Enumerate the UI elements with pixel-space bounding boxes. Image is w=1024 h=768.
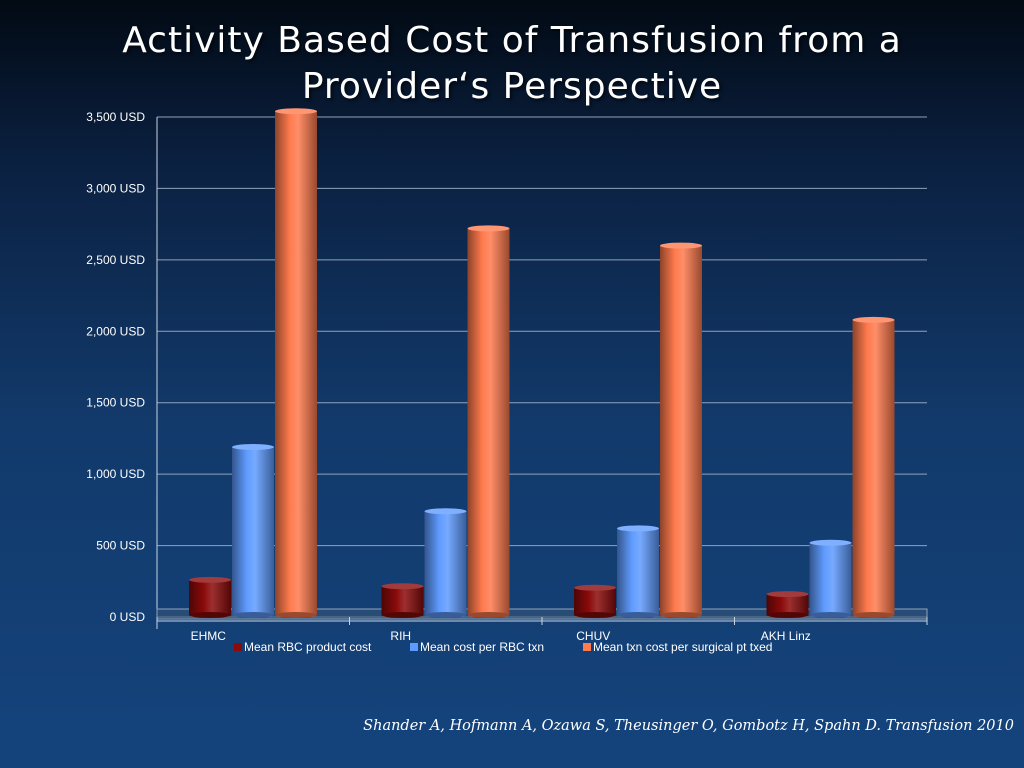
bar bbox=[381, 586, 424, 615]
bar bbox=[809, 542, 852, 615]
y-tick-label: 2,500 USD bbox=[86, 253, 145, 267]
bar-cap bbox=[766, 591, 809, 598]
x-tick-label: AKH Linz bbox=[761, 629, 811, 643]
bar bbox=[275, 111, 317, 616]
citation: Shander A, Hofmann A, Ozawa S, Theusinge… bbox=[363, 718, 1014, 734]
bar-base bbox=[617, 612, 659, 618]
bar bbox=[232, 447, 274, 615]
bar-cap bbox=[424, 508, 467, 515]
bar bbox=[766, 594, 809, 615]
title-line-2: Provider‘s Perspective bbox=[301, 66, 723, 107]
bar bbox=[467, 228, 510, 615]
bar-cap bbox=[381, 583, 424, 590]
bar-cap bbox=[232, 444, 274, 450]
legend-label: Mean txn cost per surgical pt txed bbox=[593, 640, 772, 654]
legend-swatch bbox=[410, 643, 418, 651]
bar-cap bbox=[275, 108, 317, 115]
bar-cap bbox=[852, 316, 895, 323]
bar-base bbox=[766, 612, 809, 618]
y-tick-label: 3,500 USD bbox=[86, 110, 145, 124]
bar bbox=[660, 245, 702, 616]
slide-title: Activity Based Cost of Transfusion from … bbox=[0, 18, 1024, 110]
bar-base bbox=[467, 612, 510, 618]
x-tick-label: EHMC bbox=[191, 629, 227, 643]
bar-cap bbox=[189, 576, 231, 583]
y-tick-label: 0 USD bbox=[110, 610, 146, 624]
bar-cap bbox=[660, 242, 702, 249]
bar-cap bbox=[574, 584, 616, 591]
bar bbox=[852, 319, 895, 615]
bar-cap bbox=[809, 539, 852, 546]
bar bbox=[574, 587, 616, 615]
legend-swatch bbox=[234, 643, 242, 651]
legend-label: Mean cost per RBC txn bbox=[420, 640, 544, 654]
y-tick-label: 3,000 USD bbox=[86, 181, 145, 195]
bar-base bbox=[232, 612, 274, 618]
y-tick-label: 2,000 USD bbox=[86, 324, 145, 338]
bar-cap bbox=[617, 525, 659, 532]
y-tick-label: 1,500 USD bbox=[86, 396, 145, 410]
y-tick-label: 500 USD bbox=[96, 539, 145, 553]
bar-chart: 0 USD 500 USD 1,000 USD 1,500 USD 2,000 USD 2… bbox=[86, 108, 928, 654]
legend-label: Mean RBC product cost bbox=[244, 640, 372, 654]
bar-base bbox=[809, 612, 852, 618]
bar-base bbox=[852, 612, 895, 618]
bar-base bbox=[381, 612, 424, 618]
title-line-1: Activity Based Cost of Transfusion from … bbox=[122, 20, 902, 61]
y-tick-label: 1,000 USD bbox=[86, 467, 145, 481]
bar-base bbox=[574, 612, 616, 618]
bar-base bbox=[275, 612, 317, 618]
bar bbox=[189, 579, 231, 615]
x-tick-label: RIH bbox=[390, 629, 411, 643]
bar-base bbox=[424, 612, 467, 618]
bar-base bbox=[189, 612, 231, 618]
bar-base bbox=[660, 612, 702, 618]
bar bbox=[424, 511, 467, 615]
legend-swatch bbox=[583, 643, 591, 651]
bar-cap bbox=[467, 225, 510, 232]
x-tick-label: CHUV bbox=[576, 629, 610, 643]
bar bbox=[617, 528, 659, 615]
